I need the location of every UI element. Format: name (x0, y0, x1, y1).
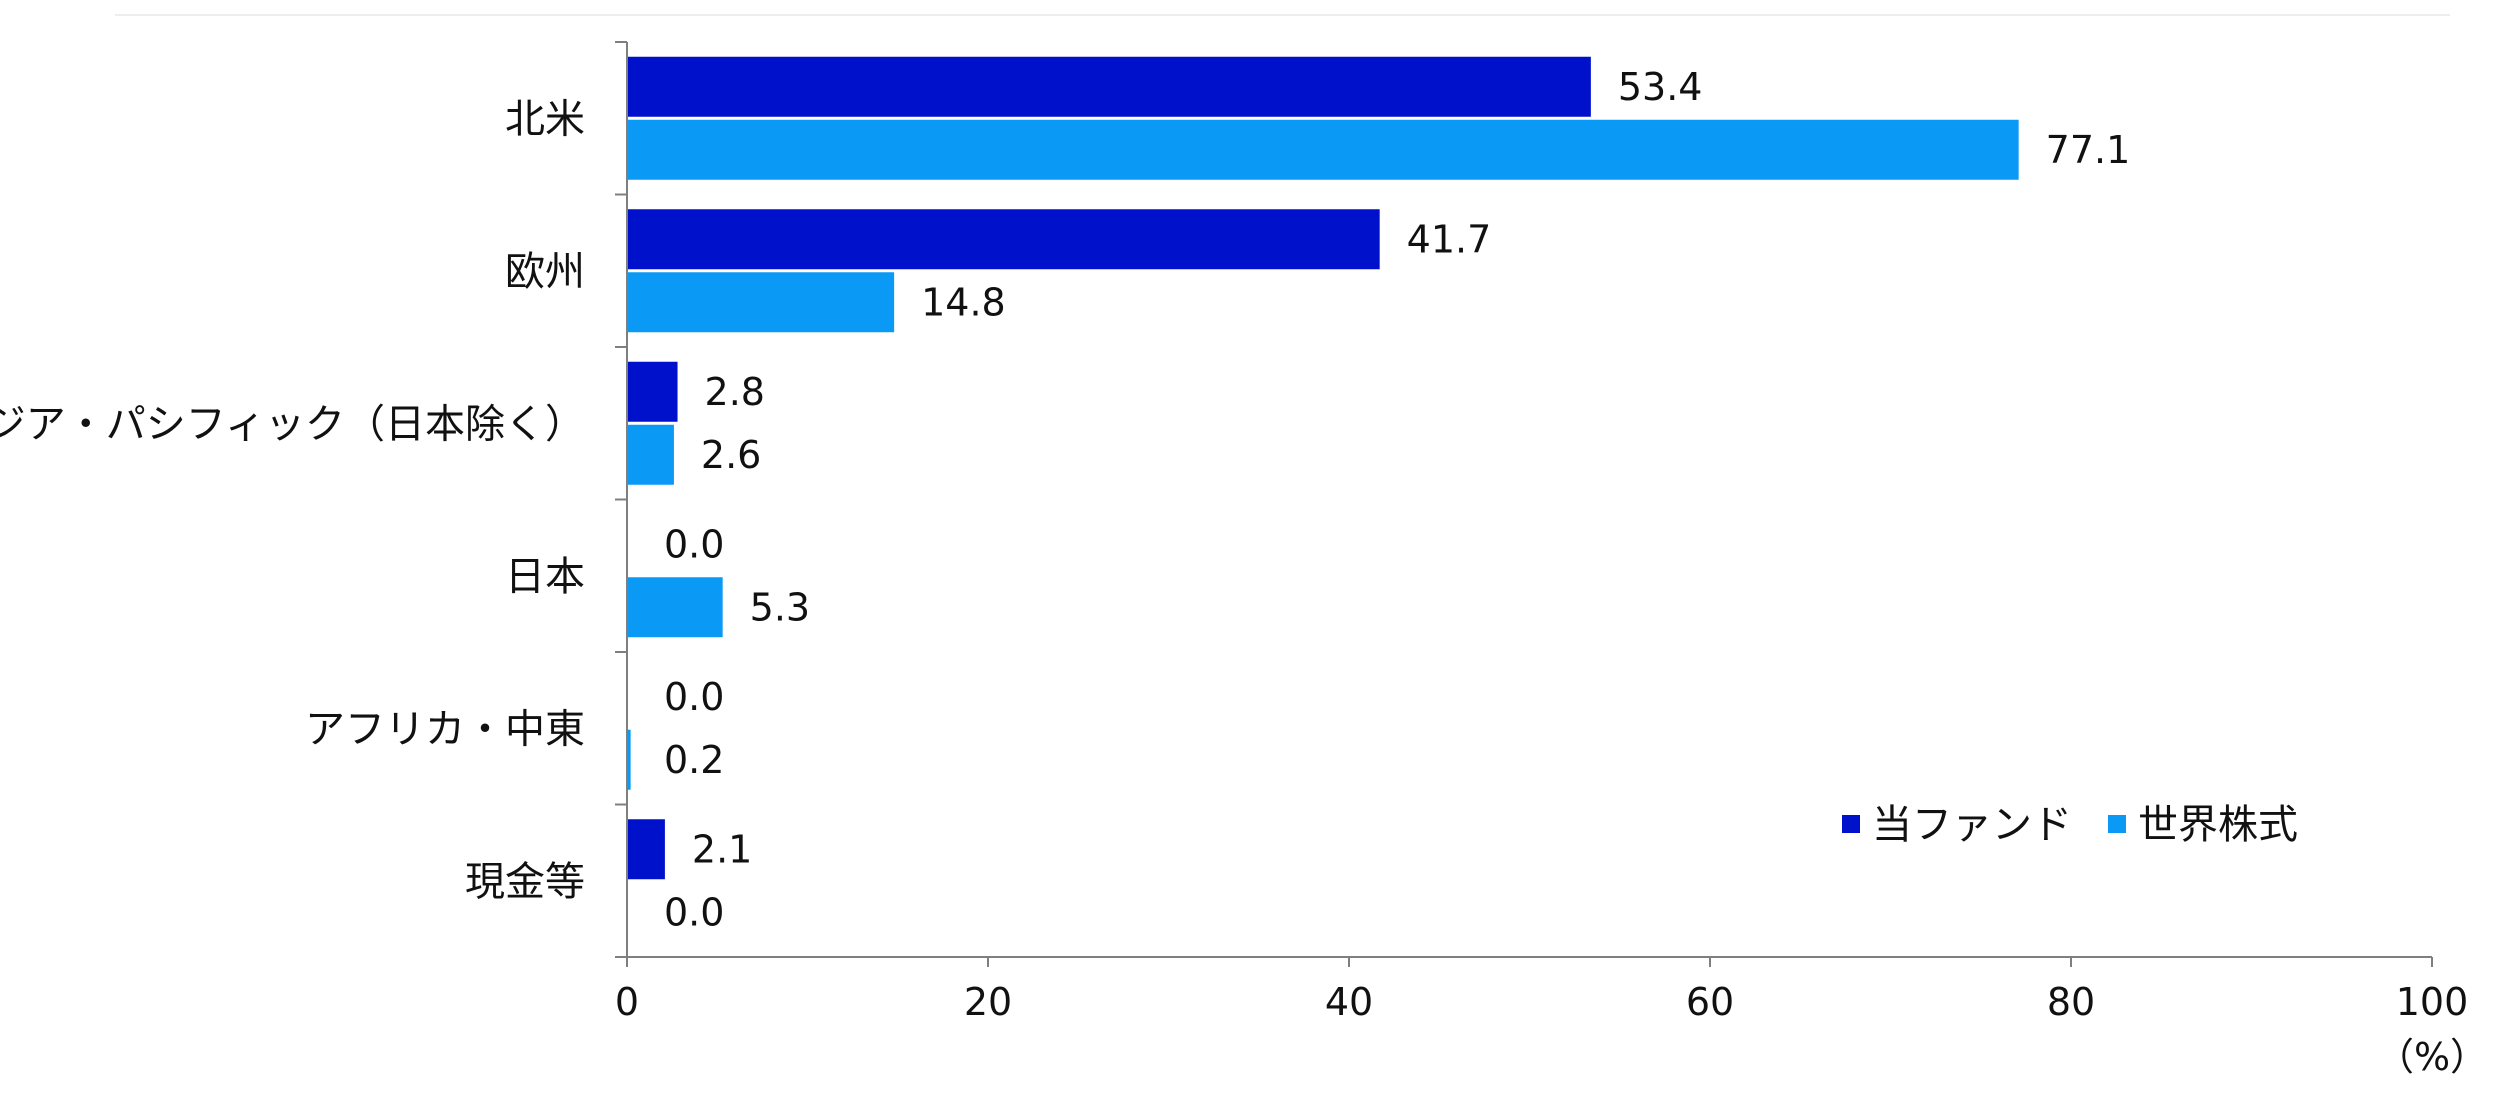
category-label-4: アフリカ・中東 (305, 706, 585, 752)
x-tick-label-0: 0 (615, 980, 639, 1024)
value-label-world-3: 5.3 (750, 585, 810, 629)
legend-swatch-world (2108, 815, 2126, 833)
bar-fund-2 (627, 361, 678, 422)
x-unit-label: （%） (2376, 1035, 2488, 1079)
labels-layer: 53.4 77.1 北米 41.7 14.8 欧州 2.8 2.6 アジア・パシフィック（日本除… (0, 65, 2488, 1079)
value-label-world-1: 14.8 (921, 280, 1006, 324)
axes-layer (615, 41, 2433, 967)
legend-label-world: 世界株式 (2138, 802, 2298, 848)
value-label-world-5: 0.0 (664, 890, 724, 934)
value-label-world-0: 77.1 (2046, 128, 2131, 172)
x-tick-label-2: 40 (1325, 980, 1373, 1024)
bar-world-1 (627, 272, 895, 333)
bar-world-3 (627, 577, 723, 638)
category-label-3: 日本 (505, 554, 585, 600)
bar-world-2 (627, 424, 674, 485)
bar-fund-1 (627, 209, 1380, 270)
value-label-fund-4: 0.0 (664, 675, 724, 719)
category-label-2: アジア・パシフィック（日本除く） (0, 401, 585, 447)
category-label-1: 欧州 (505, 249, 585, 295)
x-tick-label-4: 80 (2047, 980, 2095, 1024)
value-label-fund-3: 0.0 (664, 522, 724, 566)
bar-fund-0 (627, 56, 1591, 117)
value-label-fund-1: 41.7 (1407, 217, 1492, 261)
category-label-5: 現金等 (465, 859, 585, 905)
x-tick-label-1: 20 (964, 980, 1012, 1024)
x-tick-label-5: 100 (2396, 980, 2469, 1024)
value-label-fund-5: 2.1 (692, 827, 752, 871)
value-label-fund-2: 2.8 (705, 370, 765, 414)
bar-fund-5 (627, 819, 665, 880)
x-tick-label-3: 60 (1686, 980, 1734, 1024)
bar-world-4 (627, 729, 631, 790)
legend: 当ファンド 世界株式 (1842, 802, 2298, 848)
legend-swatch-fund (1842, 815, 1860, 833)
value-label-world-4: 0.2 (664, 738, 724, 782)
value-label-world-2: 2.6 (701, 433, 761, 477)
value-label-fund-0: 53.4 (1618, 65, 1703, 109)
legend-label-fund: 当ファンド (1872, 802, 2072, 848)
category-label-0: 北米 (505, 96, 585, 142)
bar-world-0 (627, 119, 2019, 180)
bars-layer (627, 56, 2019, 880)
